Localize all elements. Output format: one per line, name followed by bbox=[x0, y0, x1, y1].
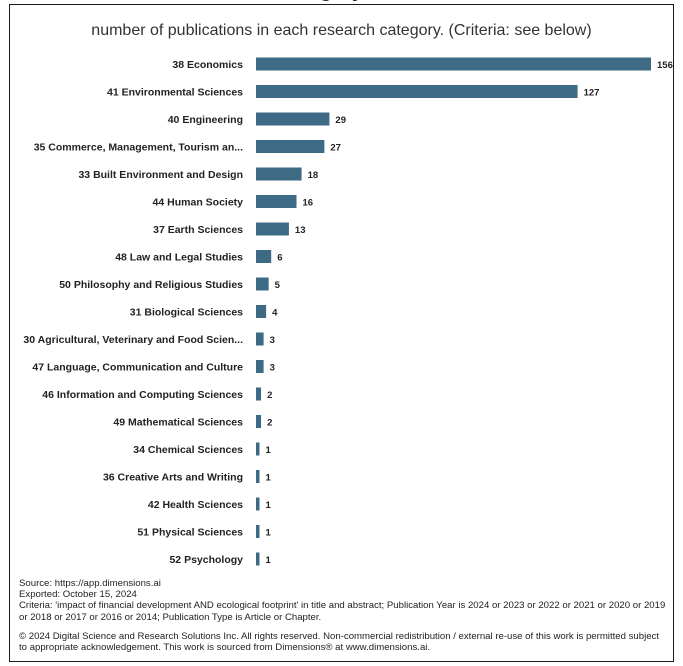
value-label: 3 bbox=[270, 335, 275, 346]
category-label: 50 Philosophy and Religious Studies bbox=[59, 279, 243, 291]
bar bbox=[256, 57, 651, 71]
category-label: 35 Commerce, Management, Tourism an... bbox=[34, 142, 243, 154]
value-label: 1 bbox=[266, 555, 272, 566]
bar bbox=[256, 140, 325, 153]
bar bbox=[256, 387, 262, 401]
bar bbox=[256, 497, 260, 511]
chart-subtitle: number of publications in each research … bbox=[91, 22, 592, 39]
bar bbox=[256, 112, 330, 126]
category-label: 47 Language, Communication and Culture bbox=[32, 362, 243, 374]
value-label: 29 bbox=[335, 115, 346, 126]
value-label: 27 bbox=[330, 143, 341, 154]
category-label: 51 Physical Sciences bbox=[137, 527, 243, 539]
chart-panel bbox=[9, 4, 674, 662]
bar bbox=[256, 195, 297, 208]
footer-copyright: © 2024 Digital Science and Research Solu… bbox=[19, 630, 660, 654]
category-label: 48 Law and Legal Studies bbox=[115, 252, 243, 264]
category-label: 46 Information and Computing Sciences bbox=[42, 389, 243, 401]
category-label: 42 Health Sciences bbox=[148, 499, 243, 511]
bar bbox=[256, 552, 260, 566]
bar bbox=[256, 167, 302, 181]
value-label: 1 bbox=[266, 528, 272, 539]
value-label: 18 bbox=[308, 170, 319, 181]
category-label: 38 Economics bbox=[172, 59, 243, 71]
value-label: 2 bbox=[267, 390, 272, 401]
bar bbox=[256, 277, 269, 291]
value-label: 13 bbox=[295, 225, 306, 236]
value-label: 1 bbox=[266, 445, 272, 456]
value-label: 127 bbox=[584, 88, 600, 99]
category-label: 34 Chemical Sciences bbox=[133, 444, 243, 456]
bar bbox=[256, 470, 260, 483]
category-label: 52 Psychology bbox=[169, 554, 243, 566]
value-label: 1 bbox=[266, 473, 272, 484]
category-label: 41 Environmental Sciences bbox=[107, 87, 243, 99]
cropped-title-fragment: gory bbox=[0, 0, 683, 4]
category-label: 36 Creative Arts and Writing bbox=[103, 472, 243, 484]
chart-footer: Source: https://app.dimensions.ai Export… bbox=[19, 578, 669, 653]
footer-criteria: Criteria: 'impact of financial developme… bbox=[19, 600, 666, 623]
value-label: 156 bbox=[657, 60, 673, 71]
category-label: 30 Agricultural, Veterinary and Food Sci… bbox=[23, 334, 243, 346]
category-label: 33 Built Environment and Design bbox=[78, 169, 243, 181]
value-label: 6 bbox=[277, 253, 282, 264]
bar bbox=[256, 442, 260, 456]
value-label: 5 bbox=[275, 280, 281, 291]
bar bbox=[256, 360, 264, 373]
bar bbox=[256, 332, 264, 346]
bar bbox=[256, 415, 262, 428]
bar bbox=[256, 85, 578, 98]
category-label: 44 Human Society bbox=[153, 197, 244, 209]
footer-source: Source: https://app.dimensions.ai bbox=[19, 578, 161, 589]
bar bbox=[256, 250, 272, 263]
bar bbox=[256, 305, 267, 318]
bar bbox=[256, 222, 289, 236]
category-label: 49 Mathematical Sciences bbox=[113, 417, 243, 429]
footer-exported: Exported: October 15, 2024 bbox=[19, 589, 137, 601]
category-label: 31 Biological Sciences bbox=[130, 307, 243, 319]
value-label: 4 bbox=[272, 308, 278, 319]
value-label: 3 bbox=[270, 363, 275, 374]
category-label: 37 Earth Sciences bbox=[153, 224, 243, 236]
value-label: 2 bbox=[267, 418, 272, 429]
bar bbox=[256, 525, 260, 538]
value-label: 16 bbox=[303, 198, 314, 209]
category-label: 40 Engineering bbox=[168, 114, 243, 126]
value-label: 1 bbox=[266, 500, 272, 511]
